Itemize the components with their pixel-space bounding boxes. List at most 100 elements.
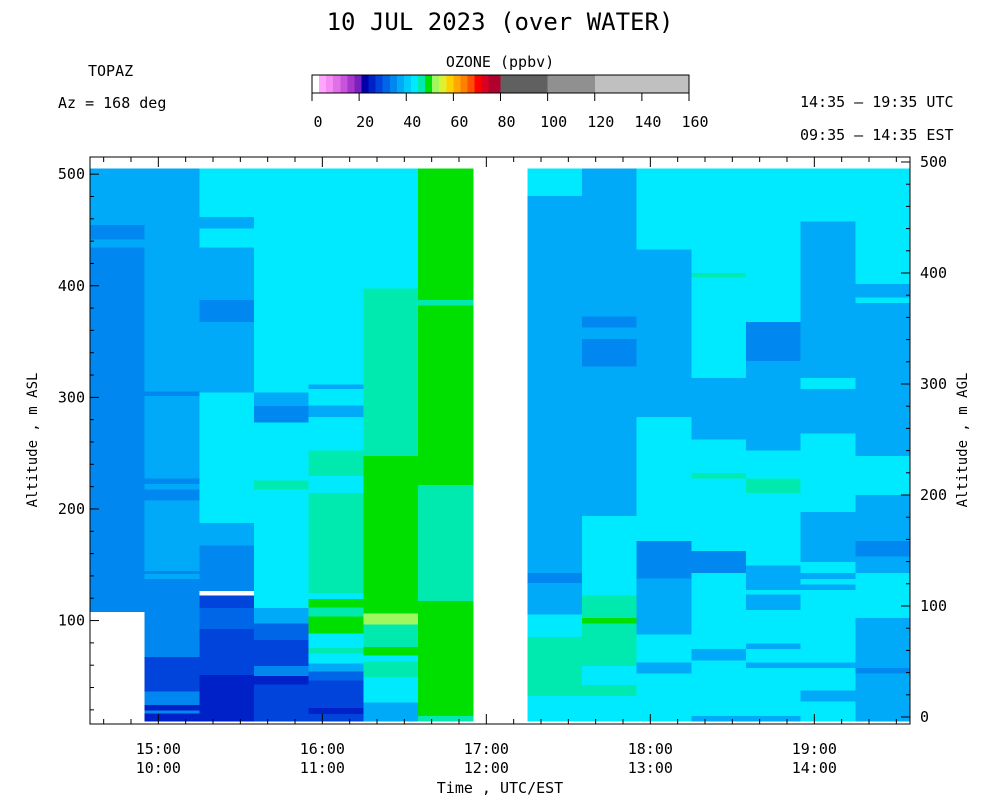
heatmap-cell xyxy=(308,647,364,654)
colorbar-swatch xyxy=(446,75,454,93)
colorbar-swatch xyxy=(340,75,348,93)
heatmap-cell xyxy=(800,388,856,434)
heatmap-cell xyxy=(746,449,802,479)
heatmap-cell xyxy=(144,564,200,571)
heatmap-cell xyxy=(855,494,911,541)
heatmap-cell xyxy=(144,690,200,705)
axes: 100 200 300 400 500 0 100 200 300 400 500 15:0010:0… xyxy=(58,153,947,777)
heatmap-cell xyxy=(855,302,911,456)
heatmap-cell xyxy=(308,670,364,681)
colorbar-swatch xyxy=(312,75,320,93)
heatmap-cell xyxy=(527,636,583,696)
heatmap-cell xyxy=(800,371,856,378)
heatmap-cell xyxy=(363,655,419,662)
heatmap-cell xyxy=(418,299,474,306)
colorbar-swatch xyxy=(354,75,362,93)
heatmap-cell xyxy=(90,246,146,613)
heatmap-cell xyxy=(308,607,364,617)
x-tick-label-utc: 16:00 xyxy=(300,740,345,758)
heatmap-cell xyxy=(144,656,200,692)
heatmap-cell xyxy=(363,646,419,656)
heatmap-cell xyxy=(418,304,474,485)
heatmap-cell xyxy=(636,634,692,663)
heatmap-cell xyxy=(199,544,255,592)
heatmap-cells xyxy=(90,168,911,722)
colorbar-tick-label: 20 xyxy=(356,113,374,131)
heatmap-cell xyxy=(746,648,802,663)
colorbar-tick-label: 120 xyxy=(587,113,614,131)
x-tick-label-est: 13:00 xyxy=(628,759,673,777)
heatmap-cell xyxy=(800,377,856,390)
colorbar-swatch xyxy=(453,75,461,93)
heatmap-cell xyxy=(855,555,911,574)
heatmap-cell xyxy=(855,540,911,557)
heatmap-cell xyxy=(582,695,638,722)
colorbar-swatch xyxy=(467,75,475,93)
y-tick-label-right: 500 xyxy=(920,153,947,171)
heatmap-cell xyxy=(691,472,747,479)
heatmap-cell xyxy=(691,438,747,473)
heatmap-cell xyxy=(746,661,802,669)
heatmap-cell xyxy=(800,667,856,691)
heatmap-cell xyxy=(800,578,856,585)
colorbar-tick-label: 40 xyxy=(403,113,421,131)
heatmap-cell xyxy=(199,246,255,300)
heatmap-cell xyxy=(527,195,583,574)
heatmap-cell xyxy=(746,642,802,650)
site-name: TOPAZ xyxy=(88,62,134,80)
x-axis-label: Time , UTC/EST xyxy=(437,779,563,797)
heatmap-cell xyxy=(582,665,638,685)
heatmap-cell xyxy=(90,168,146,225)
heatmap-cell xyxy=(90,224,146,240)
heatmap-cell xyxy=(800,511,856,562)
heatmap-cell xyxy=(199,674,255,722)
heatmap-cell xyxy=(144,395,200,479)
heatmap-cell xyxy=(144,488,200,501)
heatmap-cell xyxy=(254,421,310,481)
heatmap-cell xyxy=(254,479,310,490)
heatmap-cell xyxy=(691,377,747,440)
heatmap-cell xyxy=(308,492,364,594)
heatmap-cell xyxy=(308,616,364,634)
heatmap-cell xyxy=(746,667,802,716)
heatmap-cell xyxy=(582,327,638,339)
heatmap-cell xyxy=(254,622,310,641)
heatmap-cell xyxy=(746,168,802,323)
colorbar-tick-label: 160 xyxy=(681,113,708,131)
y-tick-label-left: 400 xyxy=(58,277,85,295)
heatmap-cell xyxy=(855,246,911,285)
heatmap-cell xyxy=(582,315,638,328)
heatmap-cell xyxy=(636,416,692,541)
colorbar: 0 20 40 60 80 100 120 140 160 xyxy=(311,74,709,131)
heatmap-cell xyxy=(800,572,856,579)
heatmap-cell xyxy=(582,622,638,666)
y-axis-label-right: Altitude , m AGL xyxy=(955,373,971,508)
heatmap-cell xyxy=(691,715,747,722)
plot-frame xyxy=(89,156,911,725)
heatmap-cell xyxy=(144,713,200,722)
heatmap-cell xyxy=(636,248,692,417)
heatmap-cell xyxy=(800,583,856,590)
colorbar-swatch xyxy=(488,75,501,93)
heatmap-cell xyxy=(254,639,310,666)
heatmap-cell xyxy=(746,564,802,590)
heatmap-cell xyxy=(582,594,638,618)
heatmap-cell xyxy=(308,632,364,648)
colorbar-tick-label: 140 xyxy=(634,113,661,131)
heatmap-cell xyxy=(199,321,255,393)
heatmap-cell xyxy=(308,384,364,390)
heatmap-cell xyxy=(199,607,255,629)
heatmap-cell xyxy=(308,713,364,722)
heatmap-cell xyxy=(308,405,364,417)
colorbar-swatch xyxy=(347,75,355,93)
heatmap-cell xyxy=(855,572,911,618)
heatmap-cell xyxy=(800,221,856,373)
heatmap-cell xyxy=(746,715,802,722)
heatmap-cell xyxy=(691,572,747,650)
heatmap-cell xyxy=(691,550,747,574)
heatmap-cell xyxy=(746,321,802,362)
x-tick-label-utc: 19:00 xyxy=(792,740,837,758)
colorbar-tick-label: 0 xyxy=(313,113,322,131)
x-tick-label-utc: 18:00 xyxy=(628,740,673,758)
heatmap-cell xyxy=(855,455,911,496)
